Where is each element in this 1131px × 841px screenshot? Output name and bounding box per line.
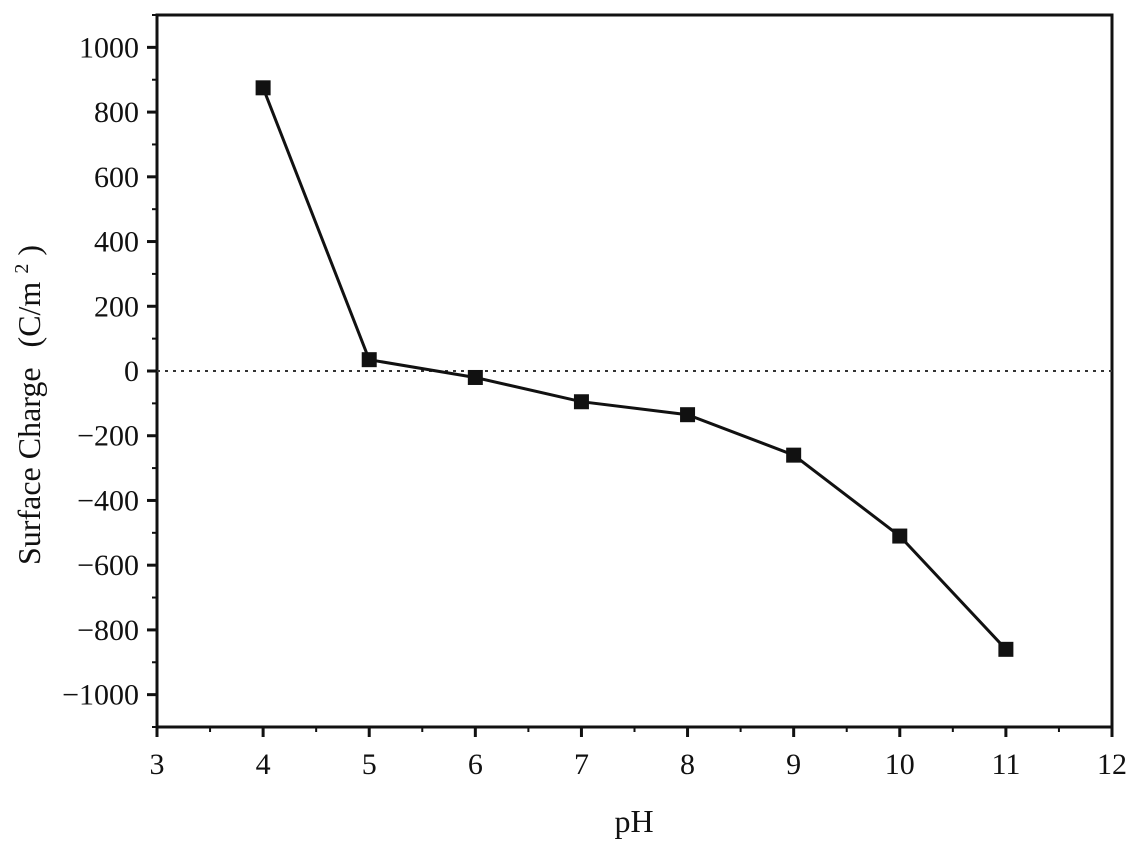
series-layer bbox=[255, 80, 1014, 657]
data-point-marker bbox=[361, 352, 377, 368]
x-tick-label: 12 bbox=[1097, 748, 1127, 781]
y-tick-label: 200 bbox=[94, 290, 139, 323]
x-tick-label: 4 bbox=[256, 748, 271, 781]
data-point-marker bbox=[573, 394, 589, 410]
plot-area-frame bbox=[155, 13, 1114, 729]
x-axis-title: pH bbox=[614, 803, 653, 839]
y-axis-title: Surface Charge (C/m 2 ) bbox=[0, 245, 47, 565]
x-tick-label: 5 bbox=[362, 748, 377, 781]
x-tick-label: 11 bbox=[991, 748, 1020, 781]
y-tick-label: 800 bbox=[94, 96, 139, 129]
data-point-marker bbox=[467, 369, 483, 385]
data-point-marker bbox=[892, 528, 908, 544]
y-axis-title-unit-close: ) bbox=[11, 245, 47, 256]
y-tick-label: −400 bbox=[77, 484, 139, 517]
y-tick-label: −600 bbox=[77, 549, 139, 582]
x-axis-ticks: 3 4 5 6 7 8 9 10 11 12 bbox=[150, 727, 1127, 781]
y-tick-label: 600 bbox=[94, 161, 139, 194]
y-tick-label: 0 bbox=[124, 355, 139, 388]
x-tick-label: 6 bbox=[468, 748, 483, 781]
x-tick-label: 3 bbox=[150, 748, 165, 781]
y-tick-label: −800 bbox=[77, 614, 139, 647]
x-tick-label: 7 bbox=[574, 748, 589, 781]
x-tick-label: 9 bbox=[786, 748, 801, 781]
y-tick-label: 1000 bbox=[79, 31, 139, 64]
data-point-marker bbox=[680, 407, 696, 423]
y-axis-title-unit: (C/m bbox=[11, 282, 47, 348]
x-tick-label: 10 bbox=[885, 748, 915, 781]
data-point-marker bbox=[786, 447, 802, 463]
series-line bbox=[261, 87, 1007, 651]
x-tick-label: 8 bbox=[680, 748, 695, 781]
y-axis-title-unit-exponent: 2 bbox=[11, 264, 33, 274]
y-axis-title-main: Surface Charge bbox=[11, 367, 47, 565]
data-point-marker bbox=[998, 641, 1014, 657]
y-axis-ticks: 1000 800 600 400 200 0 −200 −400 −600 −800 −1000 bbox=[62, 14, 157, 728]
y-tick-label: −1000 bbox=[62, 679, 139, 712]
y-tick-label: 400 bbox=[94, 226, 139, 259]
y-tick-label: −200 bbox=[77, 420, 139, 453]
data-point-marker bbox=[255, 80, 271, 96]
